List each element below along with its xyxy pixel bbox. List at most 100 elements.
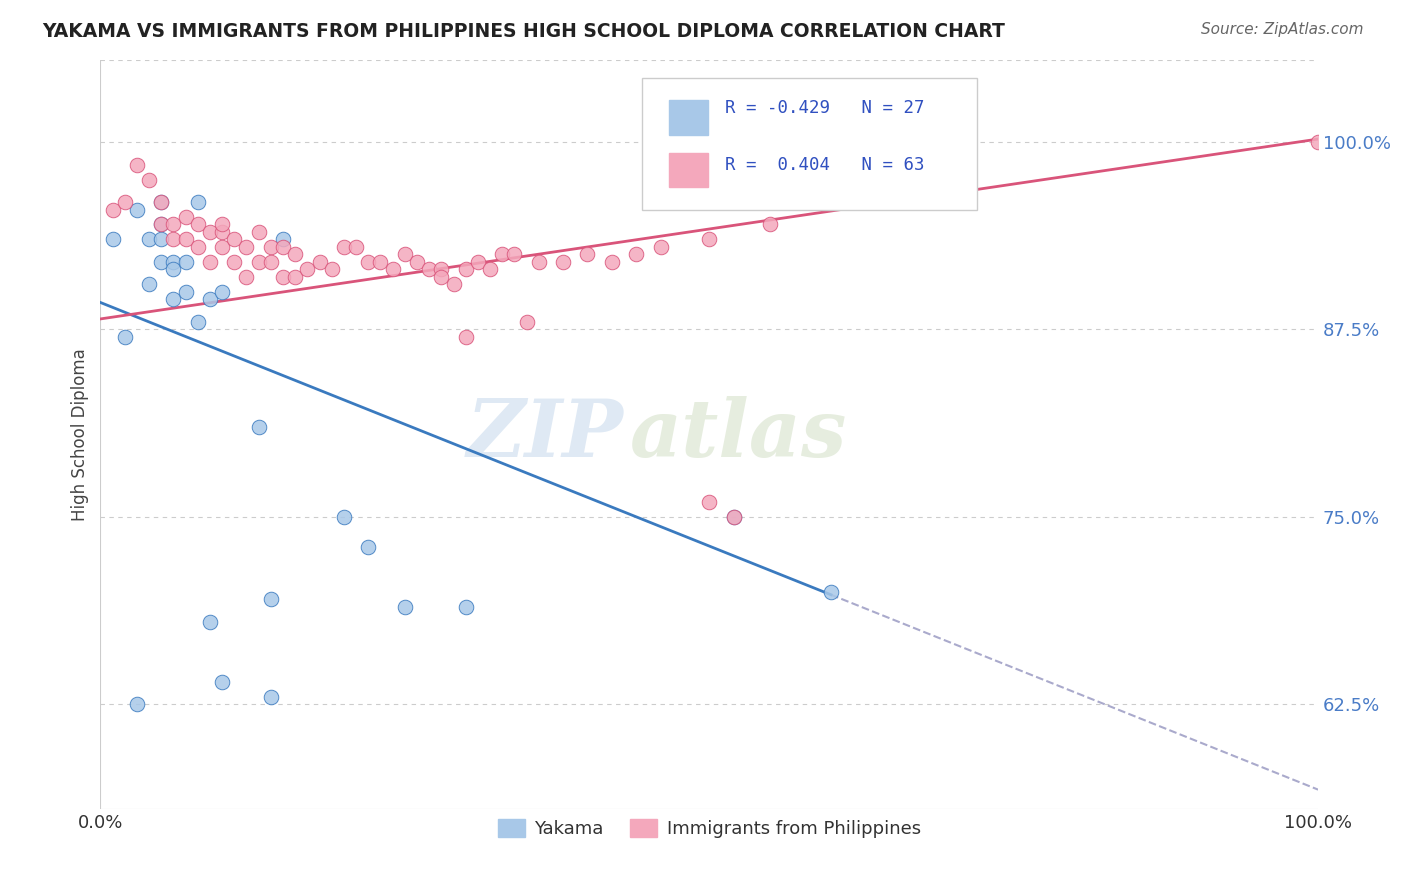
Point (150, 194, 173, 209)
Point (576, 247, 599, 261)
Point (454, 599, 477, 614)
Point (247, 420, 270, 434)
Point (527, 255, 550, 269)
Point (430, 262, 453, 277)
Point (235, 269, 257, 284)
Point (138, 172, 160, 186)
Point (114, 194, 136, 209)
Text: R = -0.429   N = 27: R = -0.429 N = 27 (725, 99, 925, 118)
Point (125, 697, 148, 711)
Point (820, 584, 842, 599)
Point (454, 330, 477, 344)
Point (491, 247, 513, 261)
Point (516, 315, 538, 329)
Point (198, 225, 221, 239)
Point (344, 240, 367, 254)
Point (162, 218, 184, 232)
Point (321, 262, 343, 277)
Legend: Yakama, Immigrants from Philippines: Yakama, Immigrants from Philippines (491, 812, 928, 845)
Text: ZIP: ZIP (467, 396, 624, 473)
Bar (669, 100, 709, 135)
Point (467, 255, 489, 269)
Point (187, 240, 209, 254)
Point (553, 255, 575, 269)
Point (150, 218, 173, 232)
Point (430, 269, 453, 284)
Point (211, 674, 233, 689)
Point (418, 262, 440, 277)
Point (880, 194, 903, 209)
Point (101, 202, 124, 217)
Point (284, 269, 307, 284)
Point (125, 157, 148, 171)
Point (247, 225, 270, 239)
Point (162, 262, 184, 277)
Point (394, 599, 416, 614)
Point (443, 277, 465, 292)
Point (357, 255, 380, 269)
Point (138, 277, 160, 292)
Point (271, 240, 294, 254)
Point (198, 293, 221, 307)
Point (260, 240, 283, 254)
Point (1308, 135, 1330, 149)
Point (942, 172, 965, 186)
Point (224, 232, 246, 246)
Point (125, 202, 148, 217)
Point (235, 240, 257, 254)
Point (174, 210, 197, 224)
Point (381, 262, 404, 277)
Y-axis label: High School Diploma: High School Diploma (72, 348, 89, 521)
Point (138, 232, 160, 246)
Point (333, 509, 356, 524)
Point (211, 218, 233, 232)
Point (224, 255, 246, 269)
Point (150, 232, 173, 246)
Point (198, 615, 221, 629)
Point (162, 293, 184, 307)
Point (503, 247, 526, 261)
Point (162, 232, 184, 246)
Point (174, 255, 197, 269)
Point (284, 247, 307, 261)
Point (357, 540, 380, 554)
Point (260, 592, 283, 607)
Point (650, 240, 672, 254)
Point (162, 255, 184, 269)
Point (600, 255, 623, 269)
Point (759, 218, 782, 232)
Point (174, 285, 197, 299)
Point (297, 262, 319, 277)
Point (187, 194, 209, 209)
Point (406, 255, 429, 269)
Point (271, 269, 294, 284)
Point (211, 285, 233, 299)
Text: atlas: atlas (630, 396, 848, 473)
Point (479, 262, 502, 277)
Point (308, 255, 330, 269)
Point (198, 255, 221, 269)
Point (394, 247, 416, 261)
Point (454, 262, 477, 277)
Text: R =  0.404   N = 63: R = 0.404 N = 63 (725, 155, 925, 174)
Point (247, 255, 270, 269)
Text: YAKAMA VS IMMIGRANTS FROM PHILIPPINES HIGH SCHOOL DIPLOMA CORRELATION CHART: YAKAMA VS IMMIGRANTS FROM PHILIPPINES HI… (42, 22, 1005, 41)
Point (260, 255, 283, 269)
Point (150, 218, 173, 232)
Point (101, 232, 124, 246)
Point (271, 232, 294, 246)
Point (624, 247, 647, 261)
Point (211, 225, 233, 239)
Point (150, 255, 173, 269)
Point (187, 218, 209, 232)
Point (697, 232, 720, 246)
Point (370, 255, 392, 269)
Point (723, 509, 745, 524)
Point (260, 690, 283, 704)
FancyBboxPatch shape (643, 78, 977, 210)
Point (187, 315, 209, 329)
Bar (669, 153, 709, 187)
Point (333, 240, 356, 254)
Point (723, 509, 745, 524)
Text: Source: ZipAtlas.com: Source: ZipAtlas.com (1201, 22, 1364, 37)
